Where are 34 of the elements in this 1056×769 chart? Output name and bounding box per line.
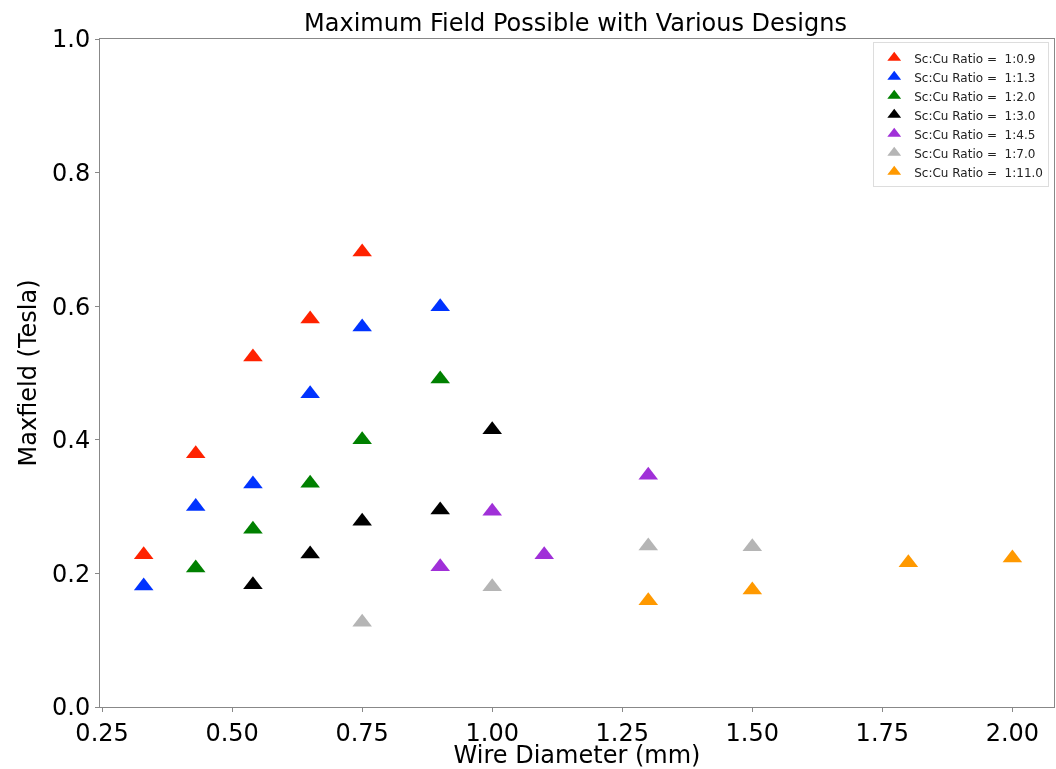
point bbox=[243, 576, 263, 590]
legend-label: Sc:Cu Ratio = 1:2.0 bbox=[914, 89, 1036, 104]
point bbox=[300, 474, 320, 488]
point bbox=[430, 298, 450, 312]
y-tick-label: 0.6 bbox=[52, 292, 91, 321]
y-axis-title: Maxfield (Tesla) bbox=[14, 279, 43, 467]
legend-label: Sc:Cu Ratio = 1:1.3 bbox=[914, 70, 1036, 85]
point bbox=[243, 520, 263, 534]
point bbox=[352, 613, 372, 627]
point bbox=[430, 370, 450, 384]
point bbox=[352, 243, 372, 257]
x-tick-label: 2.00 bbox=[985, 718, 1040, 747]
point bbox=[352, 318, 372, 332]
x-tick-label: 1.50 bbox=[725, 718, 780, 747]
chart-title: Maximum Field Possible with Various Designs bbox=[304, 8, 847, 37]
y-tick-label: 1.0 bbox=[52, 25, 91, 54]
y-tick-label: 0.2 bbox=[52, 559, 91, 588]
legend-label: Sc:Cu Ratio = 1:7.0 bbox=[914, 146, 1036, 161]
point bbox=[243, 348, 263, 362]
point bbox=[243, 475, 263, 489]
y-tick-label: 0.4 bbox=[52, 426, 91, 455]
x-tick-label: 0.50 bbox=[205, 718, 259, 747]
point bbox=[430, 501, 450, 515]
legend-label: Sc:Cu Ratio = 1:11.0 bbox=[914, 165, 1043, 180]
x-tick-label: 1.75 bbox=[855, 718, 910, 747]
legend-label: Sc:Cu Ratio = 1:0.9 bbox=[914, 51, 1036, 66]
point bbox=[352, 512, 372, 526]
point bbox=[352, 431, 372, 445]
legend-label: Sc:Cu Ratio = 1:3.0 bbox=[914, 108, 1036, 123]
legend-label: Sc:Cu Ratio = 1:4.5 bbox=[914, 127, 1036, 142]
y-tick-label: 0.8 bbox=[52, 159, 91, 187]
x-tick-label: 0.75 bbox=[335, 718, 389, 747]
point bbox=[300, 545, 320, 559]
point bbox=[300, 310, 320, 324]
